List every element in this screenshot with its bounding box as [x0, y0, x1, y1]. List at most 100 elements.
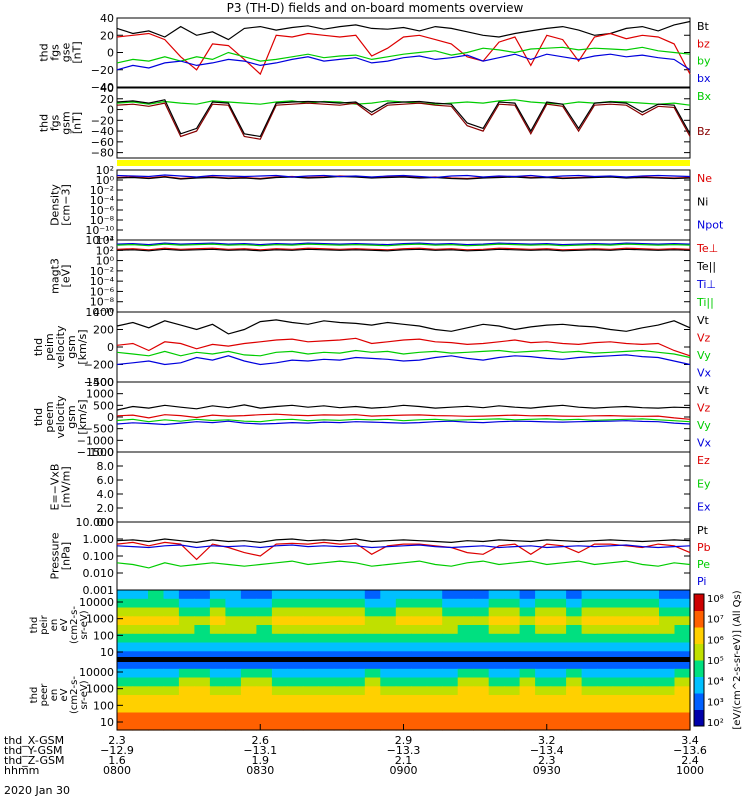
peir-cell [333, 598, 350, 609]
peer-cell [287, 686, 304, 696]
peer-cell [318, 721, 335, 731]
peer-cell [302, 721, 319, 731]
xaxis-date: 2020 Jan 30 [4, 784, 70, 797]
peer-cell [271, 660, 288, 670]
peer-cell [550, 677, 567, 687]
peer-cell [442, 703, 459, 714]
peem_velocity-series-Vt-line [116, 404, 691, 411]
peir-cell [674, 633, 691, 644]
peir-cell [380, 642, 397, 652]
peer-cell [271, 712, 288, 722]
peir-cell [117, 625, 134, 635]
magt3-ylabel-1: [eV] [60, 265, 73, 288]
peer-cell [240, 686, 257, 696]
peer-cell [659, 686, 676, 696]
pressure-ytick-label-4: 0.001 [83, 584, 115, 597]
peir-cell [132, 633, 149, 644]
peir-cell [628, 616, 645, 626]
peim_velocity-series-Vz-line [116, 337, 691, 357]
peir-cell [117, 590, 134, 600]
peem_velocity-ytick-label-1: 1000 [86, 388, 114, 401]
efield-ytick-label-5: 0.0 [97, 516, 115, 529]
peir-cell [256, 625, 273, 635]
peir-cell [240, 607, 257, 617]
peir-cell [659, 598, 676, 609]
peem_velocity-ylabel-1: peem [43, 401, 56, 432]
peir-cell [535, 633, 552, 644]
peer-cell [132, 686, 149, 696]
peir-cell [380, 651, 397, 661]
peir-cell [287, 590, 304, 600]
peir-cell [271, 625, 288, 635]
esa_density-ytick-label-3: 10⁻⁴ [90, 194, 115, 207]
peer-cell [426, 668, 443, 679]
peer-cell [256, 660, 273, 670]
peer-cell [178, 712, 195, 722]
peir-cell [380, 598, 397, 609]
peer-cell [597, 712, 614, 722]
peir-cell [612, 633, 629, 644]
magt3-series-Te||-line [116, 248, 691, 252]
peer-cell [550, 721, 567, 731]
peir-cell [163, 598, 180, 609]
magt3-ylabel-0: magt3 [49, 258, 62, 294]
peir-cell [364, 633, 381, 644]
peem_velocity-legend-3: Vx [697, 437, 712, 450]
peir-cell [674, 590, 691, 600]
peer-cell [519, 686, 536, 696]
fgs_gsm-ytick-label-5: −60 [91, 136, 114, 149]
peir-cell [318, 651, 335, 661]
peir-cell [225, 633, 242, 644]
fgs_gse-ytick-label-2: 0 [107, 47, 114, 60]
peem_velocity-ytick-label-5: −1000 [77, 434, 114, 447]
peir-cell [349, 633, 366, 644]
peir-cell [426, 616, 443, 626]
peer-cell [132, 703, 149, 714]
peir-cell [271, 607, 288, 617]
peir-cell [457, 616, 474, 626]
peer-cell [457, 712, 474, 722]
xaxis-value-3-1: 0830 [246, 764, 274, 777]
peer-cell [628, 660, 645, 670]
peir-cell [364, 598, 381, 609]
peer-cell [240, 721, 257, 731]
peir-cell [349, 616, 366, 626]
peer-cell [349, 668, 366, 679]
peer-cell [349, 695, 366, 705]
peer-cell [488, 660, 505, 670]
colorbar-tick-6: 10² [707, 718, 724, 729]
peer-cell [148, 703, 165, 714]
peer-cell [442, 677, 459, 687]
pressure-ytick-label-3: 0.010 [83, 567, 115, 580]
peir-cell [178, 598, 195, 609]
peer-cell [364, 668, 381, 679]
peer-cell [628, 703, 645, 714]
peer-cell [411, 660, 428, 670]
peir-cell [240, 598, 257, 609]
peir-cell [581, 590, 598, 600]
peir-cell [643, 616, 660, 626]
peer-cell [225, 695, 242, 705]
peem_velocity-ytick-label-6: −1500 [77, 446, 114, 459]
peir-cell [628, 642, 645, 652]
peir-cell [643, 633, 660, 644]
xaxis-value-1-4: −13.6 [673, 744, 707, 757]
peer-cell [380, 660, 397, 670]
peer-cell [488, 668, 505, 679]
peir-cell [380, 633, 397, 644]
fgs_gse-ytick-label-0: 40 [100, 12, 114, 25]
peer-cell [225, 677, 242, 687]
peer-cell [132, 668, 149, 679]
peir-cell [364, 651, 381, 661]
peer-cell [302, 695, 319, 705]
pressure-series-Pb-line [116, 541, 691, 561]
peem_velocity-ytick-label-4: −500 [84, 423, 114, 436]
peer-cell [504, 703, 521, 714]
peir-cell [411, 633, 428, 644]
peir-cell [597, 633, 614, 644]
peer-cell [333, 660, 350, 670]
peir-cell [271, 590, 288, 600]
peer-cell [271, 677, 288, 687]
peer-cell [488, 677, 505, 687]
xaxis-value-2-0: 1.6 [108, 754, 126, 767]
